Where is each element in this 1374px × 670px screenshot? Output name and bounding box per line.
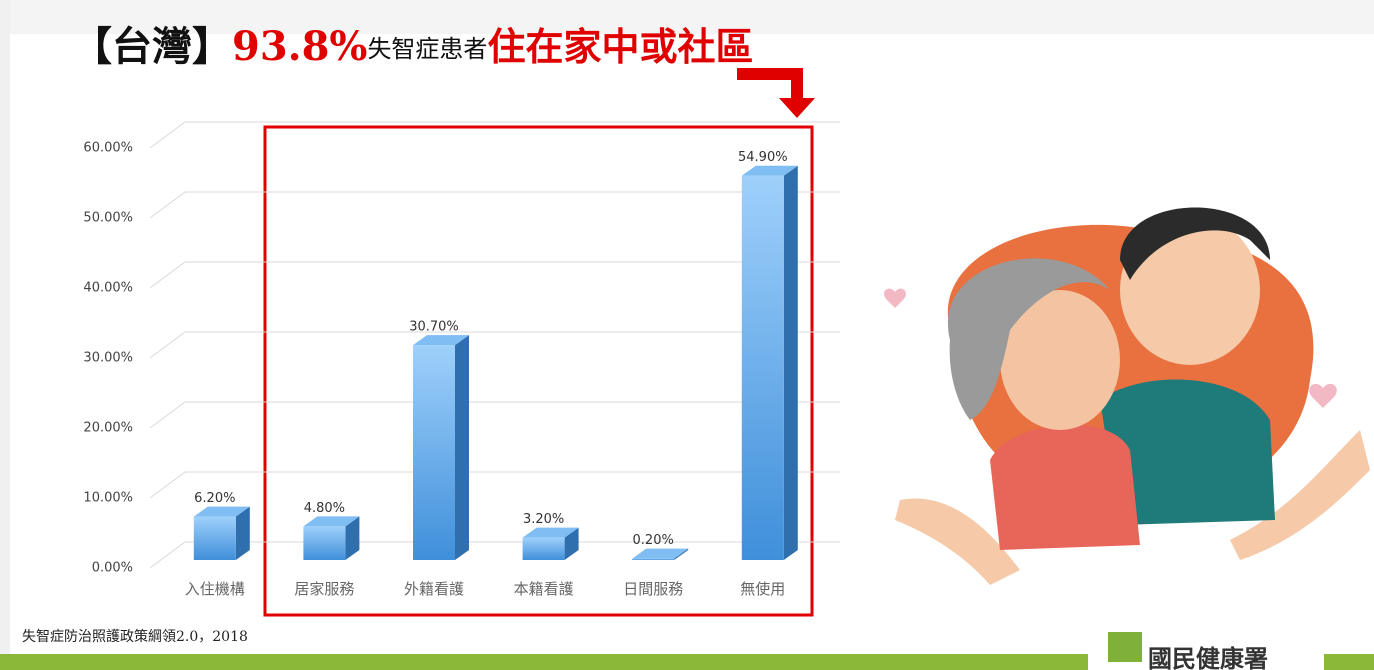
chart: 0.00% 10.00% 20.00% 30.00% 40.00% 50.00% 60.00… <box>83 121 840 598</box>
value-label: 30.70% <box>409 320 459 335</box>
logo-mark <box>1108 632 1142 662</box>
value-label: 54.90% <box>738 150 788 165</box>
bar-side <box>455 335 469 560</box>
grid-line <box>149 331 840 359</box>
bar <box>741 175 784 560</box>
bar <box>632 558 675 560</box>
arrow <box>737 68 815 118</box>
grid-line <box>149 541 840 569</box>
value-label: 6.20% <box>194 491 235 506</box>
bar-side <box>345 516 360 560</box>
y-tick-label: 50.00% <box>83 211 133 226</box>
x-tick-label: 日間服務 <box>623 580 683 598</box>
bar-top <box>413 335 469 346</box>
title-region: 【台灣】 <box>72 23 232 70</box>
grid-line <box>149 261 840 289</box>
bar-side <box>783 165 798 560</box>
bar-top <box>741 165 798 176</box>
title-subject: 失智症患者 <box>367 35 487 63</box>
grid-line <box>149 191 840 219</box>
bar-side <box>564 527 579 560</box>
y-tick-label: 40.00% <box>83 281 133 296</box>
bar-top <box>632 548 689 559</box>
footer-bar <box>0 654 1374 670</box>
y-tick-label: 30.00% <box>83 351 133 366</box>
bar-top <box>522 527 579 538</box>
bar <box>303 526 346 560</box>
value-label: 3.20% <box>523 512 564 527</box>
x-tick-label: 外籍看護 <box>404 580 464 598</box>
highlight-box <box>263 125 814 617</box>
bar-top <box>303 516 360 527</box>
y-tick-label: 60.00% <box>83 141 133 156</box>
logo-text: 國民健康署 <box>1148 645 1268 670</box>
bar <box>413 345 455 560</box>
bar-side <box>235 506 250 560</box>
bar <box>193 516 236 560</box>
illustration <box>884 207 1370 585</box>
grid-line <box>149 471 840 499</box>
bar <box>522 537 565 560</box>
y-tick-label: 20.00% <box>83 421 133 436</box>
y-tick-label: 0.00% <box>92 561 133 576</box>
left-strip <box>0 0 10 670</box>
x-tick-label: 無使用 <box>740 580 785 598</box>
title: 【台灣】93.8%失智症患者住在家中或社區 <box>72 23 753 70</box>
value-label: 0.20% <box>633 533 674 548</box>
grid-line <box>149 121 840 149</box>
title-percent: 93.8% <box>232 23 367 70</box>
y-tick-label: 10.00% <box>83 491 133 506</box>
bar-top <box>193 506 250 517</box>
title-place: 住在家中或社區 <box>487 24 753 69</box>
value-label: 4.80% <box>304 501 345 516</box>
grid-line <box>149 401 840 429</box>
top-strip <box>0 0 1374 34</box>
x-tick-label: 居家服務 <box>294 580 354 598</box>
bar-side <box>674 548 689 560</box>
source: 失智症防治照護政策綱領2.0，2018 <box>22 628 248 645</box>
x-tick-label: 本籍看護 <box>514 580 574 598</box>
x-tick-label: 入住機構 <box>185 580 245 598</box>
